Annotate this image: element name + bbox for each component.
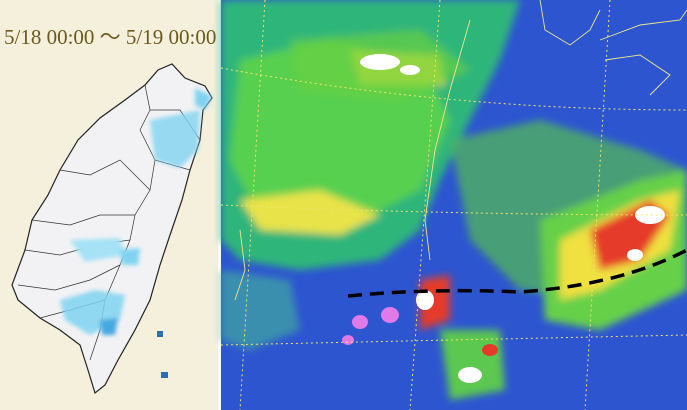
coastlines — [234, 0, 687, 301]
rain-areas — [60, 88, 212, 335]
rainfall-map-panel: 5/18 00:00 ～ 5/19 00:00 — [0, 0, 218, 410]
front-line — [347, 248, 687, 298]
island — [161, 372, 168, 378]
island — [157, 331, 163, 337]
divider — [218, 0, 221, 410]
time-range: 5/18 00:00 ～ 5/19 00:00 — [4, 25, 216, 49]
lat-lon-grid — [220, 0, 687, 410]
satellite-panel — [220, 0, 687, 410]
bright-clouds — [342, 54, 665, 383]
